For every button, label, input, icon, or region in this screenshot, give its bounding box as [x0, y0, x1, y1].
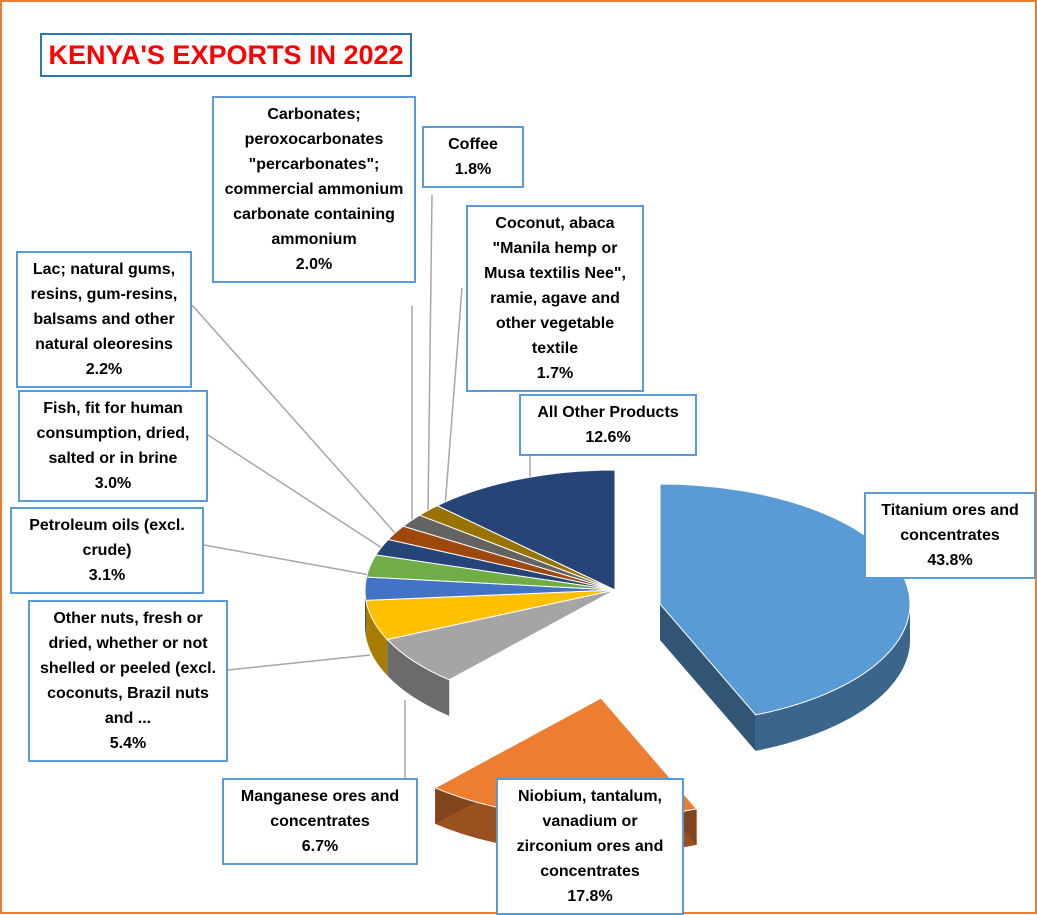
data-label-value: 2.2%	[85, 361, 123, 378]
data-label: Titanium ores and concentrates 43.8%	[864, 492, 1036, 579]
data-label-value: 5.4%	[109, 735, 147, 752]
data-label: Lac; natural gums, resins, gum-resins, b…	[16, 251, 192, 388]
data-label-value: 17.8%	[567, 888, 613, 905]
slice-side	[365, 600, 388, 676]
leader-line	[203, 544, 371, 576]
data-label: Carbonates; peroxocarbonates "percarbona…	[212, 96, 416, 283]
data-label: Petroleum oils (excl. crude) 3.1%	[10, 507, 204, 594]
data-label-name: Other nuts, fresh or dried, whether or n…	[39, 610, 217, 727]
slice-side-shade	[755, 604, 910, 751]
slice-side	[387, 639, 450, 716]
data-label: Coffee 1.8%	[422, 126, 524, 188]
data-label-value: 1.7%	[536, 365, 574, 382]
data-label: Niobium, tantalum, vanadium or zirconium…	[496, 778, 684, 915]
data-label-name: Lac; natural gums, resins, gum-resins, b…	[30, 261, 178, 353]
data-label-value: 1.8%	[454, 161, 492, 178]
leader-line	[207, 434, 383, 549]
data-label-name: Carbonates; peroxocarbonates "percarbona…	[224, 106, 404, 248]
data-label-value: 3.1%	[88, 567, 126, 584]
slice-cut-shade	[660, 604, 756, 751]
leader-line	[227, 654, 371, 671]
data-label-name: Fish, fit for human consumption, dried, …	[36, 400, 190, 467]
data-label: Coconut, abaca "Manila hemp or Musa text…	[466, 205, 644, 392]
data-label-value: 43.8%	[927, 552, 973, 569]
data-label: Manganese ores and concentrates 6.7%	[222, 778, 418, 865]
leader-line	[191, 304, 396, 534]
chart-title: KENYA'S EXPORTS IN 2022	[40, 33, 412, 77]
data-label-value: 6.7%	[301, 838, 339, 855]
leader-line	[444, 287, 463, 508]
data-label-name: Coffee	[448, 136, 498, 153]
data-label: All Other Products 12.6%	[519, 394, 697, 456]
data-label-name: Coconut, abaca "Manila hemp or Musa text…	[484, 215, 626, 357]
data-label-name: All Other Products	[537, 404, 679, 421]
data-label: Other nuts, fresh or dried, whether or n…	[28, 600, 228, 762]
slice-cut-face	[660, 604, 756, 751]
data-label-value: 2.0%	[295, 256, 333, 273]
slice-side-shade	[387, 639, 450, 716]
data-label-value: 12.6%	[585, 429, 631, 446]
slice-side-shade	[365, 600, 388, 676]
data-label-name: Niobium, tantalum, vanadium or zirconium…	[516, 788, 664, 880]
data-label-name: Manganese ores and concentrates	[240, 788, 400, 830]
slice-side	[755, 604, 910, 751]
pie-slice-10	[436, 469, 616, 591]
data-label-name: Petroleum oils (excl. crude)	[29, 517, 185, 559]
pie-slice-0	[659, 483, 911, 716]
data-label-name: Titanium ores and concentrates	[881, 502, 1019, 544]
leader-line	[427, 194, 433, 514]
data-label: Fish, fit for human consumption, dried, …	[18, 390, 208, 502]
data-label-value: 3.0%	[94, 475, 132, 492]
pie-tops	[364, 469, 911, 819]
